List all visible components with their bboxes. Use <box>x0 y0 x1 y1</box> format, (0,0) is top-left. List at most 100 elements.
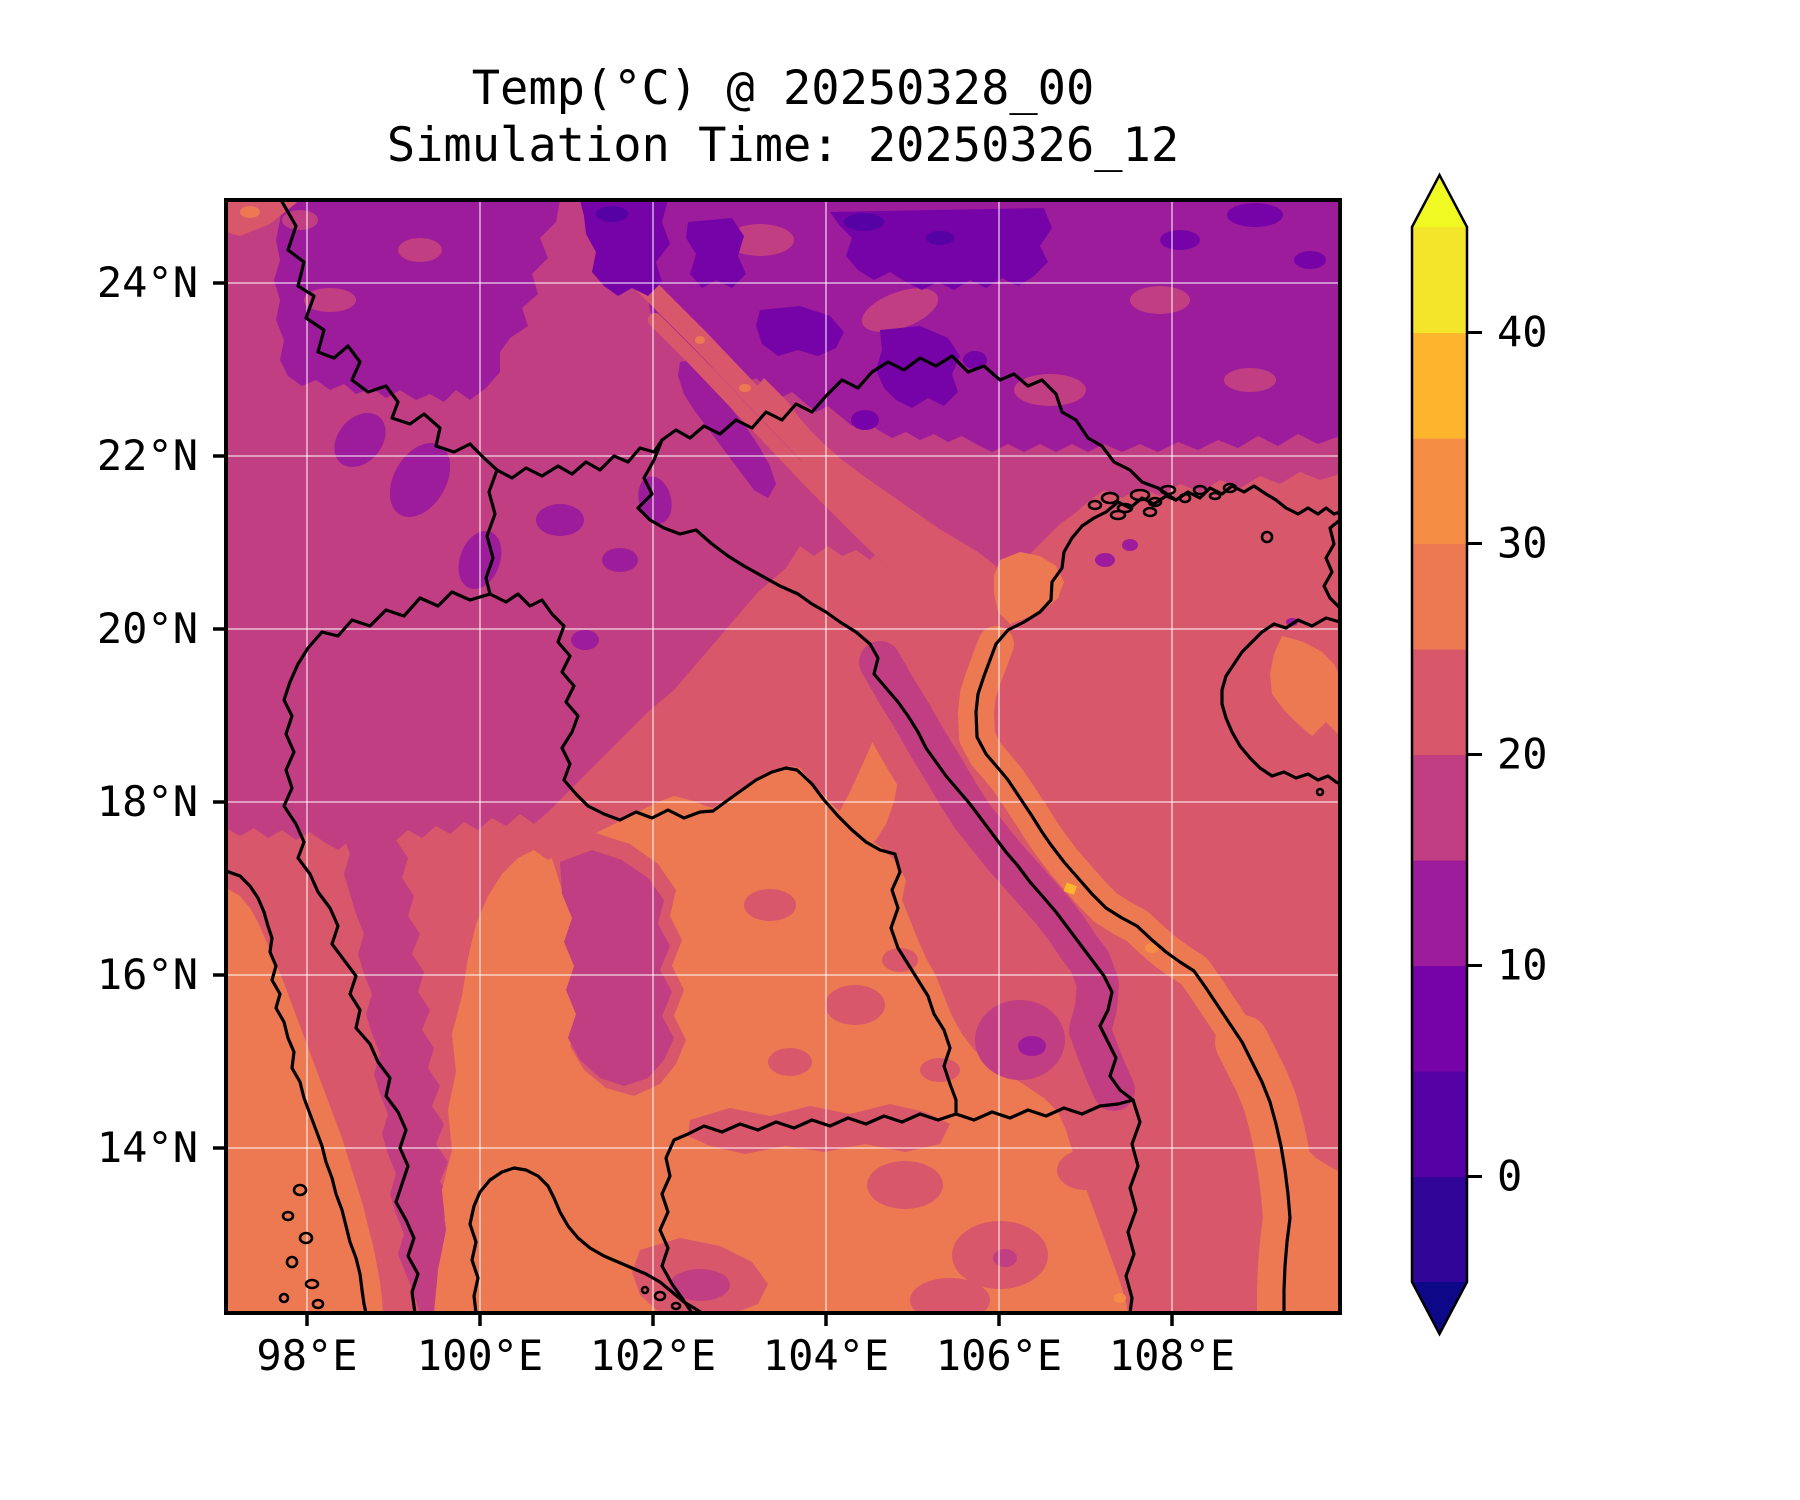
x-tick-label: 98°E <box>256 1331 357 1380</box>
ko-chang-islet <box>653 1290 667 1302</box>
field-cambodia-hill-patch <box>1057 1150 1113 1190</box>
colorbar-tick-label: 40 <box>1497 308 1548 357</box>
colorbar-segment <box>1412 227 1467 334</box>
field-black-river-valley <box>648 313 927 597</box>
field-hainan-cool-speck <box>1286 618 1298 626</box>
islands <box>278 482 1325 1311</box>
field-ridge-spot-10-15c <box>638 476 672 524</box>
field-cambodia-hill-core <box>993 1249 1017 1267</box>
field-bolaven-15-20c <box>975 1000 1065 1080</box>
field-cold-5-10c <box>1227 203 1283 227</box>
plot-title: Temp(°C) @ 20250328_00 <box>472 61 1095 116</box>
colorbar-extend-max <box>1412 175 1467 227</box>
field-patch-15-20c <box>1224 368 1276 392</box>
field-cardamom-core <box>670 1269 730 1301</box>
border-laos-vietnam <box>636 438 1135 1102</box>
field-ridge-spot-10-15c <box>389 443 451 517</box>
border-vietnam-cambodia <box>1124 1098 1142 1313</box>
field-ne-10-15c <box>644 200 1340 452</box>
colorbar-extend-min <box>1412 1282 1467 1334</box>
y-tick-label: 14°N <box>97 1123 198 1172</box>
field-coldest-0-5c <box>926 231 954 245</box>
y-tick-label: 18°N <box>97 777 198 826</box>
y-tick-label: 20°N <box>97 604 198 653</box>
border-thailand-cambodia <box>658 1112 958 1313</box>
border-myanmar-thailand <box>282 590 492 1313</box>
country-borders <box>226 200 1340 1313</box>
y-tick-label: 24°N <box>97 258 198 307</box>
colorbar-tick-label: 0 <box>1497 1152 1522 1201</box>
field-hot-speck-35-40c <box>1063 882 1078 895</box>
coastline-hainan <box>1220 616 1340 786</box>
temperature-field-map <box>226 200 1340 1313</box>
coastline-vietnam <box>974 494 1292 1313</box>
colorbar-segment <box>1412 1071 1467 1178</box>
x-tick-label: 102°E <box>590 1331 716 1380</box>
weizhou-island <box>1260 530 1274 544</box>
coastline-gulf-of-thailand <box>468 1166 704 1313</box>
colorbar-segment <box>1412 649 1467 756</box>
field-cold-5-10c <box>851 410 879 430</box>
field-patch-15-20c <box>304 288 356 312</box>
plot-frame <box>224 198 1342 1315</box>
field-ridge-spot-10-15c <box>602 548 638 572</box>
y-tick-label: 22°N <box>97 431 198 480</box>
field-khorat-patch <box>825 985 885 1025</box>
x-tick-label: 108°E <box>1109 1331 1235 1380</box>
field-ridge-spot-10-15c <box>536 504 584 536</box>
field-valley-warm-speck <box>695 336 705 344</box>
field-phetchabun-core <box>560 850 674 1086</box>
border-laos-cambodia <box>954 1098 1135 1122</box>
field-cold-5-10c <box>686 218 746 288</box>
field-cold-5-10c <box>1294 251 1326 269</box>
field-coldest-0-5c <box>844 213 884 231</box>
x-tick-label: 104°E <box>763 1331 889 1380</box>
colorbar-segment <box>1412 438 1467 545</box>
colorbar-segment <box>1412 754 1467 861</box>
field-delta-wedge-20-25c <box>754 378 1012 642</box>
field-patch-15-20c <box>226 246 280 274</box>
border-myanmar-laos <box>484 468 499 596</box>
field-khorat-patch <box>768 1048 812 1076</box>
colorbar-segment <box>1412 332 1467 439</box>
field-cold-5-10c <box>963 351 987 369</box>
x-tick-label: 100°E <box>417 1331 543 1380</box>
colorbar-tick-label: 20 <box>1497 730 1548 779</box>
colorbar-segment <box>1412 860 1467 967</box>
field-bolaven-10-15c <box>1018 1036 1046 1056</box>
field-coast-spot-10-15c <box>1122 539 1138 551</box>
field-ridge-spot-10-15c <box>334 413 386 467</box>
field-hainan-25-30c <box>1270 636 1340 736</box>
field-west-ridge-15-20c <box>322 644 458 1313</box>
field-cambodia-hill-patch <box>910 1278 990 1313</box>
field-patch-15-20c <box>861 288 939 332</box>
colorbar-segment <box>1412 1176 1467 1283</box>
field-hot-speck-30-35c <box>1145 943 1159 953</box>
field-corner-25-30c <box>240 206 260 218</box>
field-patch-15-20c <box>1130 286 1190 314</box>
colorbar: 40 30 20 10 0 <box>1410 172 1548 1337</box>
plot-subtitle: Simulation Time: 20250326_12 <box>387 118 1179 173</box>
field-cold-5-10c <box>1160 230 1200 250</box>
axis-ticks: 98°E 100°E 102°E 104°E 106°E 108°E 24°N 22°N 20°… <box>97 258 1235 1380</box>
colorbar-tick-label: 10 <box>1497 941 1548 990</box>
field-cold-5-10c <box>756 306 844 356</box>
border-thailand-laos <box>488 592 958 1116</box>
field-cold-5-10c <box>580 200 670 296</box>
colorbar-segment <box>1412 965 1467 1072</box>
graticule <box>226 200 1340 1313</box>
field-coldest-0-5c <box>596 206 628 222</box>
field-ridge-spot-10-15c <box>571 630 599 650</box>
x-tick-label: 106°E <box>936 1331 1062 1380</box>
colorbar-outline <box>1410 172 1469 1337</box>
field-annamite-15-20c <box>859 641 1135 1111</box>
field-cambodia-hill-patch <box>867 1161 943 1209</box>
field-khorat-patch <box>920 1058 960 1082</box>
coastline-myanmar <box>226 869 368 1313</box>
field-svietnam-inland <box>1138 1130 1222 1313</box>
y-tick-label: 16°N <box>97 950 198 999</box>
field-coast-spot-10-15c <box>1095 553 1115 567</box>
field-valley-warm-speck <box>739 384 751 392</box>
